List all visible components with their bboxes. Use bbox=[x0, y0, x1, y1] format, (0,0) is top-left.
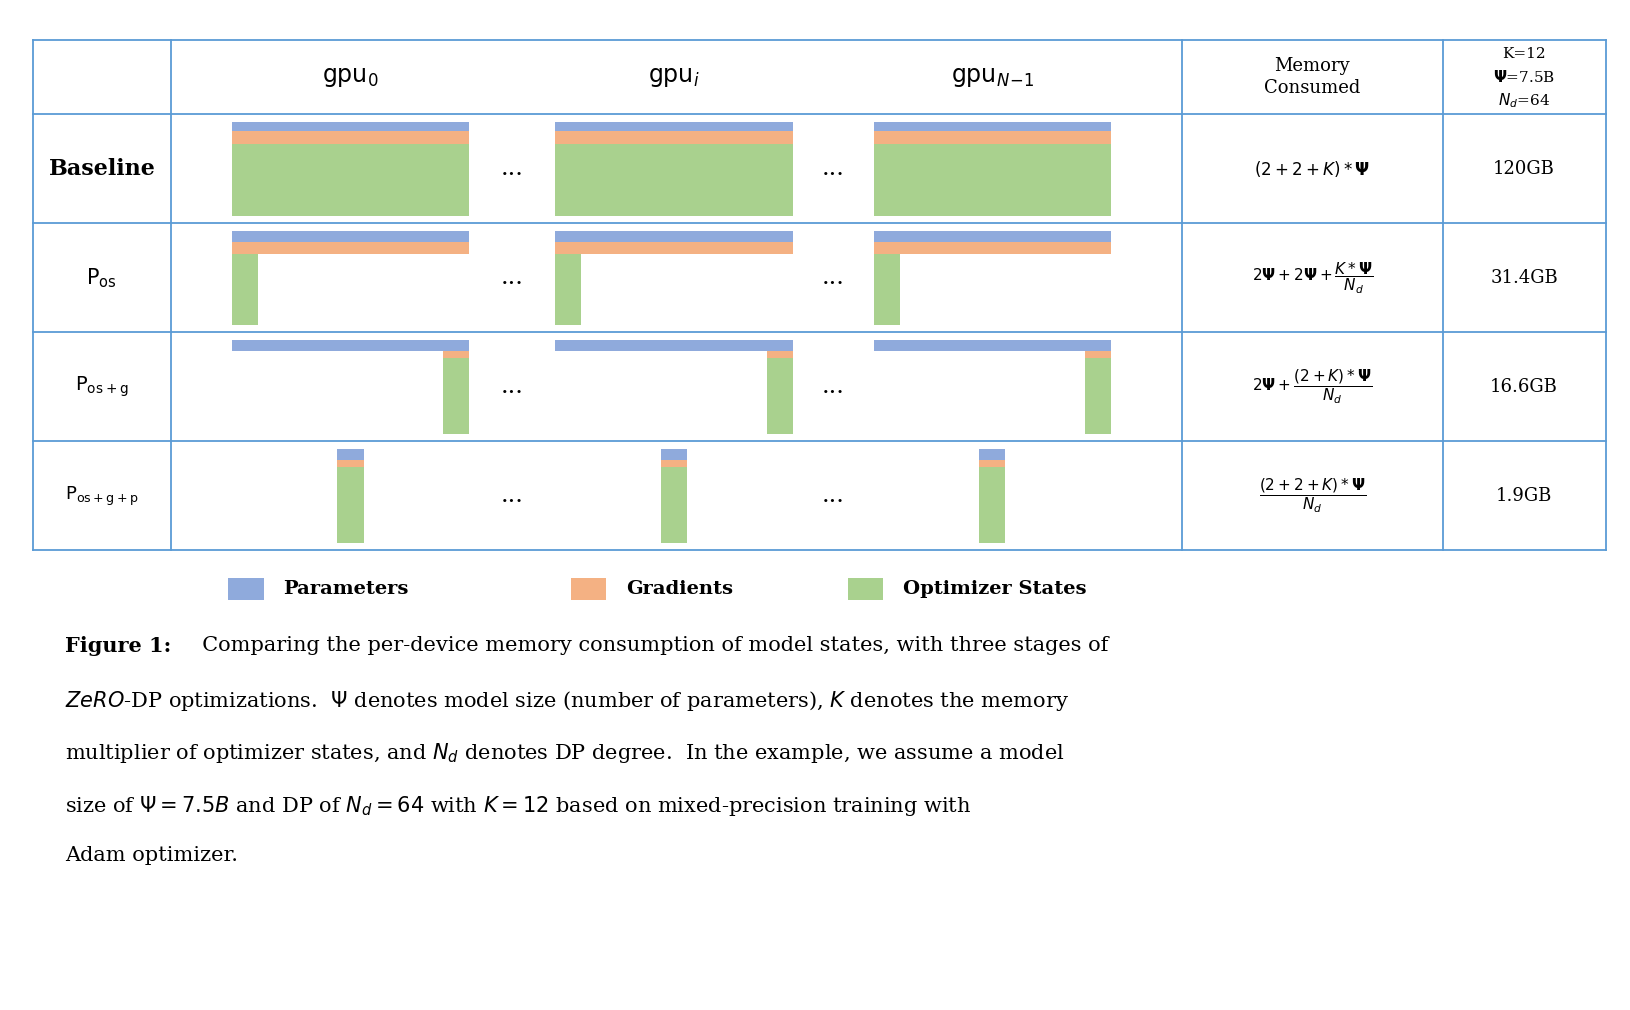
Text: ...: ... bbox=[500, 267, 523, 290]
Bar bbox=[874, 340, 1112, 351]
Bar bbox=[556, 340, 792, 351]
Bar bbox=[874, 131, 1112, 144]
Text: 1.9GB: 1.9GB bbox=[1496, 487, 1552, 505]
Bar bbox=[231, 340, 469, 351]
Text: ...: ... bbox=[822, 267, 844, 290]
Text: ...: ... bbox=[822, 376, 844, 398]
Bar bbox=[874, 144, 1112, 216]
Bar bbox=[874, 242, 1112, 255]
Bar bbox=[556, 131, 792, 144]
Bar bbox=[874, 255, 900, 325]
Bar bbox=[766, 351, 792, 358]
Bar bbox=[231, 231, 469, 242]
Bar bbox=[231, 255, 258, 325]
Bar bbox=[660, 449, 686, 461]
Text: Optimizer States: Optimizer States bbox=[903, 580, 1087, 598]
Text: size of $\Psi = 7.5B$ and DP of $N_d = 64$ with $K = 12$ based on mixed-precisio: size of $\Psi = 7.5B$ and DP of $N_d = 6… bbox=[65, 794, 971, 818]
Bar bbox=[1086, 358, 1112, 434]
Bar bbox=[556, 242, 792, 255]
Text: ...: ... bbox=[822, 485, 844, 507]
Bar bbox=[337, 467, 363, 542]
Bar bbox=[660, 461, 686, 467]
Text: $\mathrm{gpu}_i$: $\mathrm{gpu}_i$ bbox=[649, 66, 699, 89]
Text: $\mathrm{P}_{\mathrm{os}}$: $\mathrm{P}_{\mathrm{os}}$ bbox=[86, 266, 117, 290]
Bar bbox=[231, 242, 469, 255]
Text: Figure 1:: Figure 1: bbox=[65, 636, 171, 656]
Text: ...: ... bbox=[500, 376, 523, 398]
Text: 16.6GB: 16.6GB bbox=[1490, 378, 1558, 396]
Bar bbox=[231, 144, 469, 216]
Text: 31.4GB: 31.4GB bbox=[1490, 269, 1558, 287]
Text: $N_d$=64: $N_d$=64 bbox=[1498, 92, 1550, 110]
Bar bbox=[556, 255, 582, 325]
Bar bbox=[874, 122, 1112, 131]
Bar bbox=[556, 122, 792, 131]
Bar bbox=[228, 578, 264, 600]
Bar bbox=[231, 131, 469, 144]
Bar bbox=[1086, 351, 1112, 358]
Bar bbox=[556, 144, 792, 216]
Text: $\mathrm{gpu}_0$: $\mathrm{gpu}_0$ bbox=[323, 66, 378, 89]
Bar bbox=[337, 449, 363, 461]
Bar bbox=[874, 231, 1112, 242]
Bar bbox=[556, 231, 792, 242]
Text: $\mathrm{gpu}_{N\!-\!1}$: $\mathrm{gpu}_{N\!-\!1}$ bbox=[950, 66, 1033, 89]
Text: $\mathrm{P}_{\mathrm{os+g}}$: $\mathrm{P}_{\mathrm{os+g}}$ bbox=[75, 375, 129, 399]
Text: $\mathbf{\Psi}$=7.5B: $\mathbf{\Psi}$=7.5B bbox=[1493, 70, 1555, 86]
Text: $\mathit{ZeRO}$-DP optimizations.  $\Psi$ denotes model size (number of paramete: $\mathit{ZeRO}$-DP optimizations. $\Psi$… bbox=[65, 689, 1069, 713]
Text: $\dfrac{(2 + 2 + K) * \mathbf{\Psi}}{N_d}$: $\dfrac{(2 + 2 + K) * \mathbf{\Psi}}{N_d… bbox=[1258, 477, 1366, 515]
Text: Memory
Consumed: Memory Consumed bbox=[1263, 58, 1361, 98]
Text: $2\mathbf{\Psi} + \dfrac{(2 + K) * \mathbf{\Psi}}{N_d}$: $2\mathbf{\Psi} + \dfrac{(2 + K) * \math… bbox=[1252, 368, 1372, 406]
Text: K=12: K=12 bbox=[1503, 46, 1545, 61]
Text: ...: ... bbox=[822, 158, 844, 181]
Bar bbox=[570, 578, 606, 600]
Bar bbox=[980, 449, 1006, 461]
Text: $2\mathbf{\Psi} + 2\mathbf{\Psi} + \dfrac{K * \mathbf{\Psi}}{N_d}$: $2\mathbf{\Psi} + 2\mathbf{\Psi} + \dfra… bbox=[1252, 261, 1372, 296]
Bar bbox=[337, 461, 363, 467]
Bar bbox=[660, 467, 686, 542]
Text: $(2 + 2 + K) * \mathbf{\Psi}$: $(2 + 2 + K) * \mathbf{\Psi}$ bbox=[1253, 159, 1371, 179]
Text: multiplier of optimizer states, and $N_d$ denotes DP degree.  In the example, we: multiplier of optimizer states, and $N_d… bbox=[65, 741, 1064, 766]
Text: ...: ... bbox=[500, 158, 523, 181]
Text: ...: ... bbox=[500, 485, 523, 507]
Text: Gradients: Gradients bbox=[626, 580, 734, 598]
Bar bbox=[231, 122, 469, 131]
Text: Parameters: Parameters bbox=[284, 580, 409, 598]
Text: Comparing the per-device memory consumption of model states, with three stages o: Comparing the per-device memory consumpt… bbox=[189, 636, 1108, 655]
Text: $\mathrm{P}_{\mathrm{os+g+p}}$: $\mathrm{P}_{\mathrm{os+g+p}}$ bbox=[65, 485, 139, 508]
Bar bbox=[443, 351, 469, 358]
Text: Baseline: Baseline bbox=[49, 158, 155, 180]
Text: 120GB: 120GB bbox=[1493, 160, 1555, 178]
Bar bbox=[980, 467, 1006, 542]
Bar bbox=[848, 578, 883, 600]
Bar bbox=[766, 358, 792, 434]
Bar bbox=[980, 461, 1006, 467]
Bar bbox=[443, 358, 469, 434]
Text: Adam optimizer.: Adam optimizer. bbox=[65, 846, 238, 866]
